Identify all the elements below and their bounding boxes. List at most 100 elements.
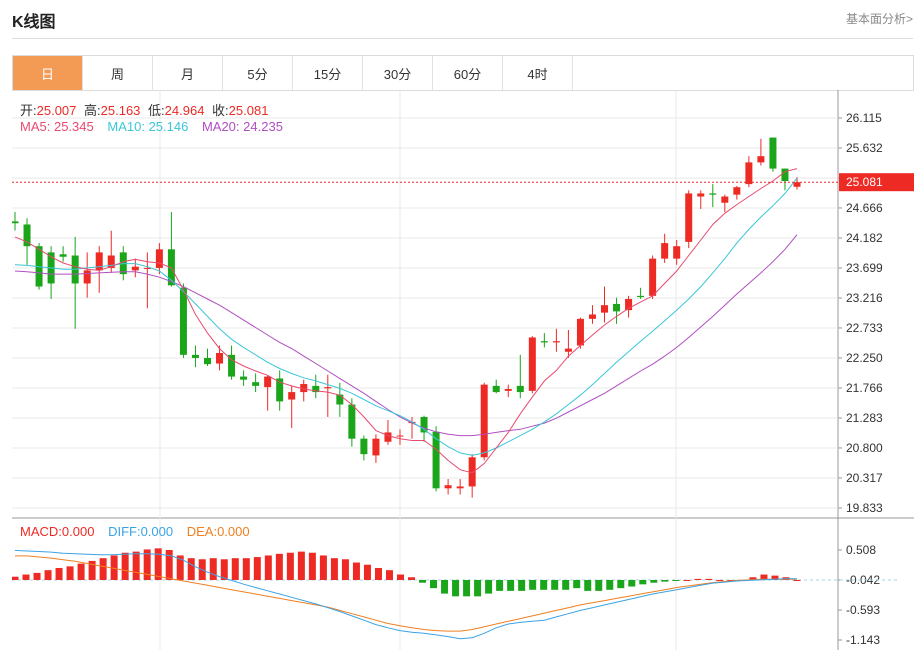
- candle-body: [131, 266, 139, 271]
- candle-body: [12, 221, 19, 224]
- macd-bar: [22, 574, 30, 580]
- macd-bar: [154, 548, 162, 580]
- macd-y-tick-label: -0.042: [846, 573, 880, 587]
- open-value: 25.007: [36, 103, 77, 118]
- macd-bar: [341, 559, 349, 580]
- macd-bar: [584, 579, 592, 591]
- macd-bar: [683, 579, 691, 581]
- macd-bar: [419, 579, 427, 583]
- candle-body: [661, 243, 669, 259]
- tab-30min[interactable]: 30分: [363, 56, 433, 90]
- macd-bar: [551, 579, 559, 590]
- macd-y-tick-label: -0.593: [846, 603, 880, 617]
- macd-bar: [143, 549, 151, 580]
- candle-body: [372, 438, 380, 456]
- macd-y-tick-label: 0.508: [846, 543, 876, 557]
- macd-bar: [231, 558, 239, 580]
- tab-60min[interactable]: 60分: [433, 56, 503, 90]
- y-tick-label: 22.733: [846, 321, 883, 335]
- candle-body: [312, 385, 320, 393]
- macd-bar: [518, 579, 526, 591]
- current-price-tag: [839, 173, 914, 192]
- macd-bar: [121, 552, 129, 580]
- y-tick-label: 23.216: [846, 291, 883, 305]
- low-label: 低:: [148, 103, 165, 118]
- candle-body: [408, 421, 416, 424]
- fundamental-analysis-link[interactable]: 基本面分析>: [845, 12, 913, 26]
- dea-label: DEA:: [186, 524, 218, 539]
- macd-bar: [308, 552, 316, 580]
- candle-body: [167, 249, 175, 286]
- candle-body: [336, 394, 344, 405]
- macd-bar: [573, 579, 581, 589]
- macd-bar: [242, 558, 250, 580]
- candle-body: [552, 341, 560, 343]
- candle-body: [324, 387, 332, 389]
- candle-body: [179, 287, 187, 355]
- tab-day[interactable]: 日: [13, 56, 83, 90]
- kline-chart-area[interactable]: 26.11525.63225.14924.66624.18223.69923.2…: [12, 90, 914, 650]
- tab-4hour[interactable]: 4时: [503, 56, 573, 90]
- candle-body: [480, 384, 488, 458]
- candle-body: [216, 352, 224, 364]
- candle-body: [432, 431, 440, 489]
- y-tick-label: 21.283: [846, 411, 883, 425]
- macd-bar: [705, 578, 713, 580]
- current-price-label: 25.081: [846, 175, 883, 189]
- ma20-label: MA20:: [201, 119, 240, 134]
- candle-body: [649, 258, 657, 296]
- tab-month[interactable]: 月: [153, 56, 223, 90]
- ohlc-readout: 开:25.007 高:25.163 低:24.964 收:25.081: [20, 100, 272, 119]
- period-tabs: 日 周 月 5分 15分 30分 60分 4时: [12, 55, 914, 91]
- macd-bar: [253, 557, 261, 580]
- candle-body: [228, 354, 236, 377]
- diff-line: [14, 549, 797, 640]
- y-tick-label: 24.666: [846, 201, 883, 215]
- candle-body: [264, 376, 272, 388]
- dea-line: [15, 555, 797, 632]
- candle-body: [107, 255, 115, 268]
- macd-bar: [496, 579, 504, 591]
- macd-readout: MACD:0.000 DIFF:0.000 DEA:0.000: [20, 524, 254, 539]
- candle-body: [709, 193, 717, 195]
- macd-bar: [363, 564, 371, 580]
- y-tick-label: 23.699: [846, 261, 883, 275]
- candle-body: [781, 168, 789, 182]
- candle-body: [613, 303, 621, 312]
- candle-body: [444, 485, 452, 489]
- macd-bar: [99, 558, 107, 580]
- macd-bar: [187, 558, 195, 580]
- candle-body: [528, 337, 536, 391]
- macd-bar: [286, 552, 294, 580]
- macd-bar: [374, 567, 382, 580]
- tab-15min[interactable]: 15分: [293, 56, 363, 90]
- macd-bar: [650, 579, 658, 583]
- ma10-line: [14, 177, 798, 456]
- macd-y-tick-label: -1.143: [846, 633, 880, 647]
- candle-body: [516, 385, 524, 393]
- macd-bar: [672, 579, 680, 581]
- candle-body: [420, 416, 428, 433]
- macd-bar: [793, 579, 801, 581]
- candle-body: [191, 354, 199, 358]
- macd-bar: [275, 553, 283, 580]
- macd-bar: [132, 551, 140, 580]
- macd-bar: [540, 579, 548, 590]
- candle-body: [360, 438, 368, 455]
- dea-value: 0.000: [217, 524, 250, 539]
- candle-body: [697, 193, 705, 197]
- kline-chart-svg[interactable]: 26.11525.63225.14924.66624.18223.69923.2…: [12, 90, 914, 650]
- tab-5min[interactable]: 5分: [223, 56, 293, 90]
- candle-body: [540, 341, 548, 343]
- macd-bar: [529, 579, 537, 590]
- candle-body: [276, 378, 284, 402]
- macd-bar: [55, 567, 63, 580]
- close-label: 收:: [212, 103, 229, 118]
- candle-body: [203, 357, 211, 365]
- macd-bar: [771, 575, 779, 580]
- tab-week[interactable]: 周: [83, 56, 153, 90]
- candle-body: [588, 314, 596, 319]
- macd-bar: [66, 566, 74, 580]
- macd-bar: [452, 579, 460, 597]
- candle-body: [733, 187, 741, 195]
